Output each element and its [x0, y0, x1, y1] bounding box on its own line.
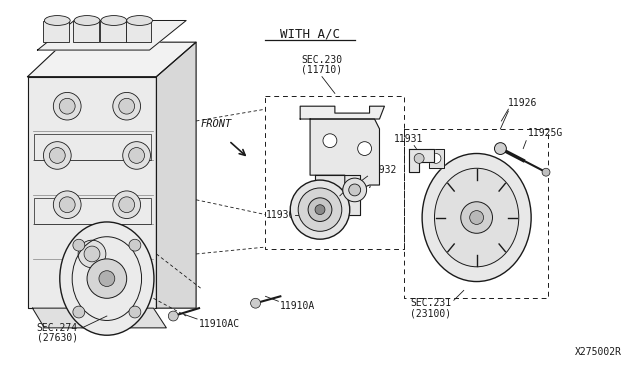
Circle shape [291, 180, 349, 239]
Text: 11910AC: 11910AC [199, 319, 240, 329]
Bar [125, 20, 152, 42]
Circle shape [308, 198, 332, 221]
Text: SEC.230: SEC.230 [301, 55, 342, 65]
Bar [44, 20, 69, 42]
Text: 11910A: 11910A [280, 301, 316, 311]
Circle shape [358, 142, 372, 155]
Circle shape [461, 202, 493, 233]
Circle shape [414, 154, 424, 163]
Bar [35, 198, 152, 224]
Polygon shape [28, 77, 156, 308]
Circle shape [323, 134, 337, 148]
Circle shape [349, 184, 361, 196]
Polygon shape [310, 119, 380, 195]
Polygon shape [156, 42, 196, 308]
Circle shape [87, 259, 127, 298]
Circle shape [343, 183, 356, 197]
Circle shape [495, 142, 506, 154]
Text: 11930: 11930 [303, 195, 333, 205]
Ellipse shape [74, 16, 100, 25]
Text: 11927: 11927 [345, 180, 374, 190]
Text: (27630): (27630) [36, 333, 78, 343]
Circle shape [119, 197, 134, 212]
Polygon shape [38, 20, 186, 50]
Circle shape [73, 239, 84, 251]
Text: 11926: 11926 [508, 98, 538, 108]
Text: X275002R: X275002R [575, 347, 622, 357]
Polygon shape [33, 308, 166, 328]
Text: 11932: 11932 [367, 165, 397, 175]
Polygon shape [409, 148, 434, 172]
Circle shape [73, 306, 84, 318]
Ellipse shape [44, 16, 70, 25]
Bar [35, 134, 152, 160]
Ellipse shape [101, 16, 127, 25]
Circle shape [542, 168, 550, 176]
Text: SEC.274: SEC.274 [36, 323, 78, 333]
Circle shape [123, 142, 150, 169]
Circle shape [113, 92, 141, 120]
Circle shape [129, 239, 141, 251]
Circle shape [129, 148, 145, 163]
Circle shape [298, 188, 342, 231]
Ellipse shape [422, 154, 531, 282]
Text: SEC.231: SEC.231 [410, 298, 452, 308]
Ellipse shape [435, 168, 519, 267]
Circle shape [251, 298, 260, 308]
Ellipse shape [127, 16, 152, 25]
Polygon shape [300, 106, 385, 119]
Circle shape [470, 211, 484, 224]
Circle shape [53, 92, 81, 120]
Ellipse shape [60, 222, 154, 335]
Text: (23100): (23100) [410, 308, 452, 318]
Text: 11931: 11931 [394, 134, 424, 144]
Polygon shape [28, 42, 196, 77]
Polygon shape [429, 148, 444, 168]
Circle shape [168, 311, 179, 321]
Circle shape [78, 240, 106, 268]
Circle shape [119, 98, 134, 114]
Polygon shape [315, 175, 360, 215]
Circle shape [84, 246, 100, 262]
Text: FRONT: FRONT [200, 119, 232, 129]
Text: 11925G: 11925G [528, 128, 563, 138]
Circle shape [343, 178, 367, 202]
Circle shape [113, 191, 141, 218]
Circle shape [129, 306, 141, 318]
Circle shape [99, 271, 115, 286]
Circle shape [60, 197, 75, 212]
Circle shape [60, 98, 75, 114]
Circle shape [53, 191, 81, 218]
Circle shape [44, 142, 71, 169]
Bar [100, 20, 125, 42]
Text: 11930+D: 11930+D [266, 209, 307, 219]
Circle shape [431, 154, 441, 163]
Circle shape [49, 148, 65, 163]
Circle shape [315, 205, 325, 215]
Text: (11710): (11710) [301, 65, 342, 75]
Bar [73, 20, 99, 42]
Text: WITH A/C: WITH A/C [280, 28, 340, 41]
